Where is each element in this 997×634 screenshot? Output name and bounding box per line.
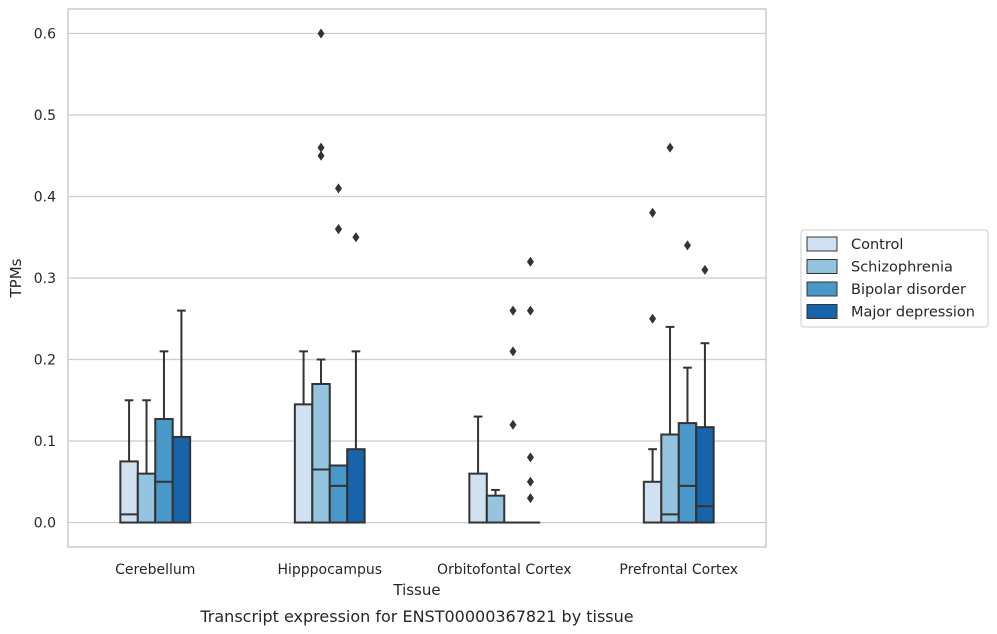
legend-label: Bipolar disorder xyxy=(851,282,966,298)
outlier-point xyxy=(526,493,534,504)
box-major-depression xyxy=(695,264,715,524)
y-tick-label: 0.0 xyxy=(34,516,56,532)
box-elements xyxy=(119,28,715,524)
plot-area-border xyxy=(67,8,767,548)
box-control xyxy=(468,415,488,524)
outlier-point xyxy=(317,28,325,39)
box-schizophrenia xyxy=(136,399,157,524)
box-schizophrenia xyxy=(485,488,506,524)
x-tick-label: Hipppocampus xyxy=(277,562,382,578)
box-iqr xyxy=(171,435,192,524)
outlier-point xyxy=(666,142,674,153)
outlier-point xyxy=(334,224,342,235)
y-tick-label: 0.4 xyxy=(34,189,56,205)
box-control xyxy=(119,399,139,524)
box-iqr xyxy=(485,494,506,524)
box-major-depression xyxy=(520,256,541,524)
box-schizophrenia xyxy=(311,28,331,524)
box-iqr xyxy=(311,382,331,524)
legend-item: Major depression xyxy=(806,304,975,321)
box-iqr xyxy=(293,403,314,524)
legend-item: Bipolar disorder xyxy=(806,281,966,298)
box-major-depression xyxy=(346,232,366,524)
y-tick-label: 0.2 xyxy=(34,353,56,369)
box-bipolar-disorder xyxy=(154,350,174,524)
box-iqr xyxy=(695,426,715,524)
x-tick-label: Prefrontal Cortex xyxy=(619,562,738,578)
box-iqr xyxy=(154,418,174,524)
y-tick-labels: 0.0 0.1 0.2 0.3 0.4 0.5 0.6 xyxy=(34,26,56,531)
y-tick-label: 0.1 xyxy=(34,434,56,450)
legend-swatch xyxy=(806,281,838,297)
outlier-point xyxy=(509,419,517,430)
box-iqr xyxy=(468,472,488,524)
legend-swatch xyxy=(806,304,838,319)
legend-label: Major depression xyxy=(851,305,975,321)
outlier-point xyxy=(683,240,691,251)
legend-label: Schizophrenia xyxy=(851,260,953,276)
y-axis-title: TPMs xyxy=(7,258,25,298)
x-axis-title: Tissue xyxy=(392,581,440,599)
outlier-point xyxy=(334,183,342,194)
outlier-point xyxy=(352,232,360,243)
box-iqr xyxy=(328,464,349,524)
plot-frame xyxy=(67,8,767,548)
box-iqr xyxy=(119,460,139,524)
x-tick-label: Cerebellum xyxy=(115,562,195,578)
box-major-depression xyxy=(171,309,192,524)
box-bipolar-disorder xyxy=(677,240,698,524)
outlier-point xyxy=(526,452,534,463)
outlier-point xyxy=(526,256,534,267)
y-tick-label: 0.3 xyxy=(34,271,56,287)
outlier-point xyxy=(526,305,534,316)
y-tick-label: 0.6 xyxy=(34,26,56,42)
x-tick-labels: Cerebellum Hipppocampus Orbitofontal Corte… xyxy=(115,562,738,578)
box-bipolar-disorder xyxy=(328,183,349,524)
box-iqr xyxy=(642,480,663,524)
box-iqr xyxy=(677,422,698,524)
legend-swatch xyxy=(806,259,838,274)
box-bipolar-disorder xyxy=(503,305,523,524)
outlier-point xyxy=(649,313,657,324)
box-iqr xyxy=(136,472,157,524)
outlier-point xyxy=(526,476,534,487)
box-control xyxy=(642,207,663,524)
x-tick-label: Orbitofontal Cortex xyxy=(437,562,572,578)
outlier-point xyxy=(509,346,517,357)
outlier-point xyxy=(509,305,517,316)
box-control xyxy=(293,350,314,524)
legend-item: Control xyxy=(806,236,903,253)
legend-item: Schizophrenia xyxy=(806,259,953,276)
legend-frame xyxy=(800,229,989,328)
legend-swatch xyxy=(806,236,838,252)
outlier-point xyxy=(317,150,325,161)
y-tick-label: 0.5 xyxy=(34,108,56,124)
outlier-point xyxy=(317,142,325,153)
legend: Control Schizophrenia Bipolar disorder Majo… xyxy=(800,229,989,328)
legend-items: Control Schizophrenia Bipolar disorder Majo… xyxy=(806,236,975,321)
outlier-point xyxy=(701,264,709,275)
outlier-point xyxy=(649,207,657,218)
chart-caption: Transcript expression for ENST0000036782… xyxy=(199,607,633,626)
box-schizophrenia xyxy=(660,142,680,524)
box-iqr xyxy=(346,448,366,524)
box-iqr xyxy=(660,433,680,524)
legend-label: Control xyxy=(851,237,903,253)
